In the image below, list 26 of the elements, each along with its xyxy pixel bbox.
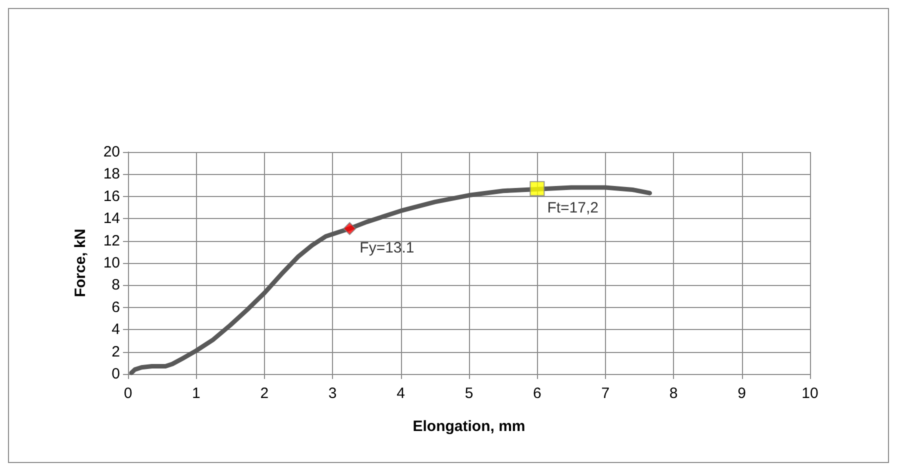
y-tick-label: 12	[103, 232, 120, 250]
x-axis-title: Elongation, mm	[412, 418, 526, 435]
x-tick-label: 4	[396, 385, 405, 402]
x-tick-label: 0	[124, 385, 132, 402]
y-tick-label: 14	[103, 210, 120, 228]
y-tick-label: 18	[103, 166, 120, 183]
y-axis-title: Force, kN	[72, 228, 89, 298]
x-tick-label: 10	[802, 385, 818, 402]
y-tick-label: 20	[103, 144, 120, 160]
y-tick-label: 6	[112, 298, 120, 316]
x-tick-label: 9	[738, 385, 746, 402]
x-tick-label: 6	[533, 385, 542, 402]
x-tick-label: 8	[669, 385, 678, 402]
x-tick-label: 5	[464, 385, 474, 402]
x-tick-label: 3	[328, 385, 337, 402]
x-tick-label: 7	[601, 385, 610, 402]
y-tick-label: 16	[103, 188, 120, 205]
y-tick-label: 10	[103, 254, 120, 272]
x-tick-label: 2	[260, 385, 269, 402]
line-series	[129, 185, 652, 376]
y-tick-label: 0	[112, 366, 120, 382]
annotation: Ft=17,2	[547, 200, 598, 217]
y-tick-label: 2	[112, 343, 120, 360]
y-tick-label: 8	[112, 276, 120, 294]
x-tick-label: 1	[192, 385, 200, 402]
y-tick-label: 4	[112, 321, 120, 338]
